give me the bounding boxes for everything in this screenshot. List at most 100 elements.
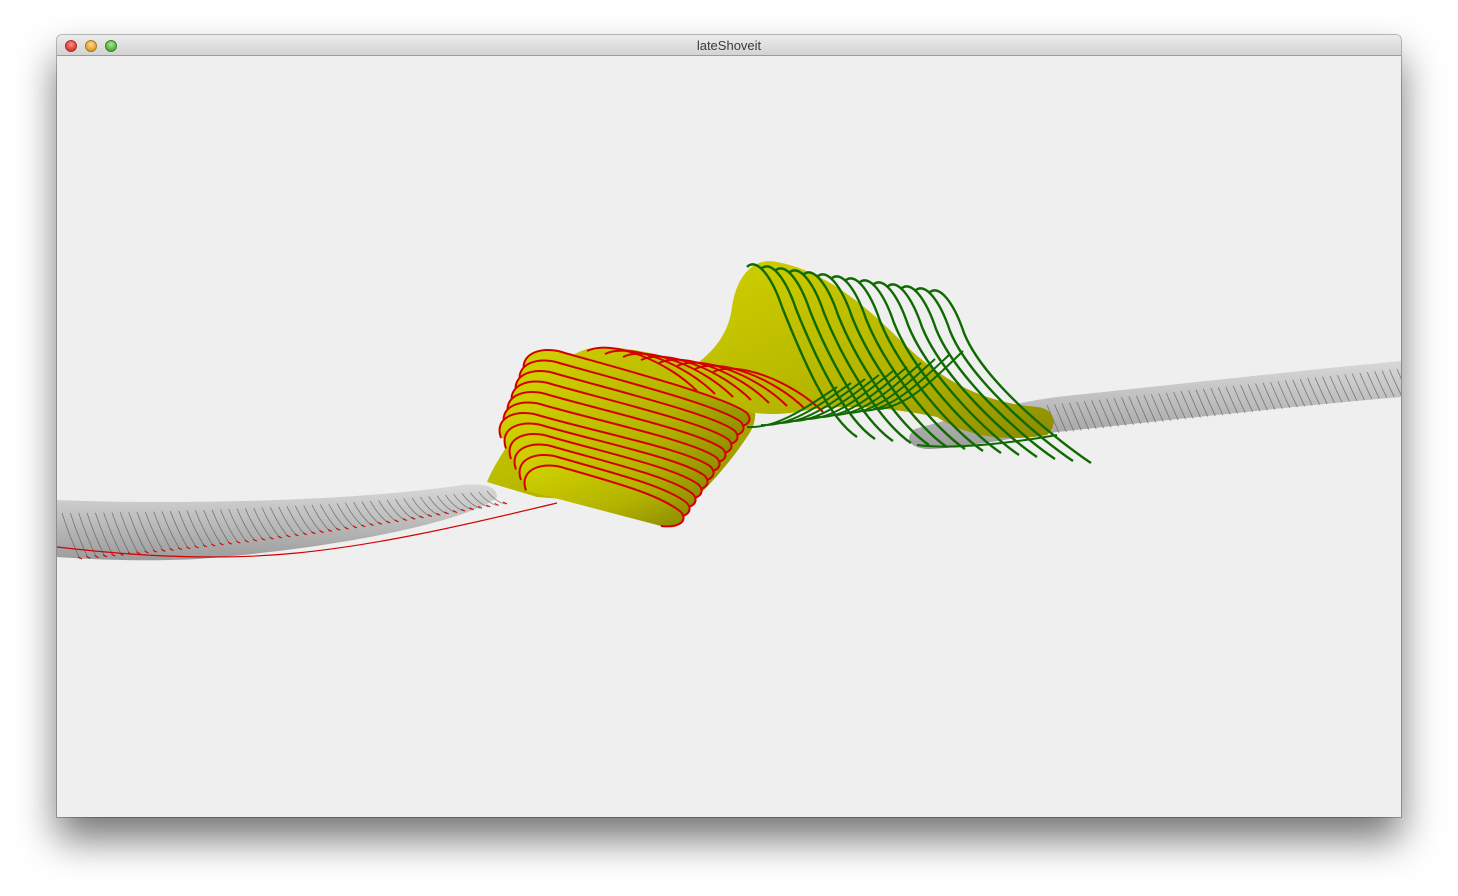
tube-rib [1344,374,1358,401]
tube-rib [1329,375,1343,403]
tube-rib [1366,371,1380,399]
green-fin [774,267,894,442]
tube-rib [1359,372,1373,400]
tube-rib [144,511,164,552]
green-fin-lower [760,382,852,427]
tube-rib [1188,390,1201,418]
green-fin-lower [774,378,866,425]
maximize-icon[interactable] [105,40,117,52]
tube-rib-edge [252,538,258,542]
green-fin-lower [844,358,936,415]
green-fin-lower [816,366,908,419]
close-icon[interactable] [65,40,77,52]
red-fin-top [676,361,788,407]
tube-rib [211,509,231,545]
right-tube-ribs [1046,368,1401,434]
window-title: lateShoveit [696,38,762,53]
green-fin [788,269,912,444]
tube-rib-edge [152,549,158,553]
tube-rib [61,512,81,560]
tube-rib-edge [111,553,116,557]
tube-rib-edge [386,520,391,524]
tube-rib-edge [319,530,324,534]
tube-rib [1389,369,1401,396]
swept-ribbon-render [57,261,1401,561]
tube-rib [153,511,173,551]
tube-rib [186,510,206,548]
red-edged-fins [498,346,824,528]
tube-rib-edge [352,525,358,529]
tube-rib-edge [77,556,83,560]
tube-rib-edge [269,536,274,540]
tube-rib [1255,383,1268,411]
tube-rib-edge [227,541,233,545]
tube-rib [436,495,456,513]
tube-rib [1158,393,1172,422]
tube-rib [1076,401,1090,430]
tube-rib-edge [286,534,291,538]
tube-rib [1165,392,1179,421]
green-fin-lower [858,354,950,413]
tube-rib [1061,403,1075,432]
tube-rib-edge [361,524,366,528]
tube-rib [1232,385,1246,413]
tube-rib-edge [294,533,299,537]
tube-rib [128,512,148,554]
tube-rib [111,512,131,555]
tube-rib [1307,378,1321,405]
tube-rib [1210,387,1224,416]
red-fin-top [586,346,698,392]
red-fin-top [622,352,734,398]
tube-rib-edge [161,548,166,552]
red-fin-top [604,349,716,395]
tube-rib-edge [452,510,458,513]
tube-rib [428,496,447,515]
tube-rib-edge [436,512,441,516]
tube-rib [194,510,214,547]
render-canvas[interactable] [57,57,1401,817]
tube-rib-edge [369,523,374,527]
tube-rib [1203,388,1216,417]
tube-rib-edge [244,539,249,543]
tube-rib [478,491,497,506]
green-fin-lower [872,350,964,411]
tube-rib [486,490,506,505]
tube-rib [411,497,431,517]
tube-rib [1337,374,1350,402]
tube-rib [136,511,156,553]
tube-rib [1314,377,1328,405]
red-fin [523,464,685,528]
tube-rib [1217,387,1231,415]
tube-rib-edge [169,548,174,551]
tube-rib-edge [502,501,508,505]
green-fin-lower [802,370,894,421]
tube-rib [445,494,464,512]
tube-rib-edge [494,503,499,506]
red-fin-top [658,358,770,404]
title-bar[interactable]: lateShoveit [57,35,1401,56]
tube-rib [169,511,189,549]
tube-rib [394,498,414,520]
tube-rib [161,511,181,550]
tube-rib [386,499,406,521]
green-fin-lower [746,386,838,429]
tube-rib [1277,381,1291,409]
tube-rib [1262,382,1276,410]
tube-rib [1173,391,1186,420]
tube-rib-edge [202,544,208,548]
green-fin-lower [788,374,880,423]
tube-rib [203,509,222,546]
tube-rib-edge [236,540,241,544]
tube-rib [1374,371,1388,398]
tube-rib [1180,391,1194,419]
tube-rib [1299,378,1313,406]
tube-rib [1195,389,1209,417]
tube-rib [1143,394,1157,423]
tube-rib-edge [219,542,224,546]
tube-rib [178,510,198,549]
tube-rib-edge [377,521,383,525]
tube-rib-edge [411,516,416,520]
tube-rib [1381,370,1395,397]
minimize-icon[interactable] [85,40,97,52]
tube-rib-edge [302,532,308,536]
